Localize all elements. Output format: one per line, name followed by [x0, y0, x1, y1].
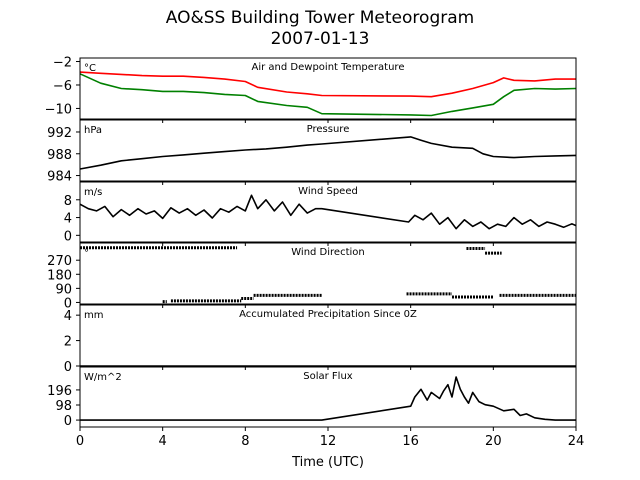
figure-title: AO&SS Building Tower Meteorogram — [165, 8, 475, 28]
y-tick-label: 0 — [64, 296, 72, 311]
y-tick-label: 4 — [64, 309, 72, 324]
series-line-0 — [79, 194, 577, 230]
panel-unit-label: ° — [84, 248, 89, 259]
x-tick-label: 8 — [241, 434, 249, 449]
y-tick-label: −6 — [53, 79, 72, 94]
panel-unit-label: °C — [84, 63, 96, 74]
x-tick-label: 24 — [568, 434, 585, 449]
panel-unit-label: W/m^2 — [84, 372, 122, 383]
y-tick-label: 984 — [47, 170, 72, 185]
x-tick-label: 4 — [159, 434, 167, 449]
y-tick-label: 0 — [64, 414, 72, 429]
panel-title: Pressure — [307, 124, 350, 135]
y-tick-label: 8 — [64, 194, 72, 209]
y-tick-label: 98 — [55, 399, 72, 414]
x-tick-label: 0 — [76, 434, 84, 449]
panel-1: 984 988 992 hPa Pressure — [47, 119, 577, 185]
panel-2: 0 4 8 m/s Wind Speed — [64, 181, 577, 246]
y-tick-label: 270 — [47, 254, 72, 269]
y-tick-label: −10 — [45, 102, 72, 117]
y-tick-label: 992 — [47, 126, 72, 141]
figure-subtitle: 2007-01-13 — [270, 29, 370, 49]
series-line-0 — [80, 376, 576, 421]
panel-unit-label: hPa — [84, 125, 102, 136]
panel-4: 0 2 4 mm Accumulated Precipitation Since 0Z — [64, 304, 577, 375]
panel-0: −2 −6 −10 °C Air and Dewpoint Temperature — [45, 56, 577, 123]
series-line-1 — [79, 73, 577, 117]
panel-title: Air and Dewpoint Temperature — [252, 62, 405, 73]
y-tick-label: 196 — [47, 384, 72, 399]
y-tick-label: 2 — [64, 335, 72, 350]
series-line-0 — [79, 71, 576, 98]
x-tick-label: 16 — [402, 434, 419, 449]
y-tick-label: 988 — [47, 148, 72, 163]
panel-title: Wind Direction — [291, 247, 365, 258]
y-tick-label: 0 — [64, 360, 72, 375]
series-line-0 — [79, 136, 577, 170]
y-tick-label: 0 — [64, 229, 72, 244]
panel-title: Accumulated Precipitation Since 0Z — [239, 309, 417, 320]
y-tick-label: 90 — [55, 282, 72, 297]
panel-unit-label: mm — [84, 310, 103, 321]
x-tick-label: 12 — [320, 434, 337, 449]
x-tick-label: 20 — [485, 434, 502, 449]
panel-title: Solar Flux — [303, 371, 353, 382]
y-tick-label: 4 — [64, 212, 72, 227]
panel-unit-label: m/s — [84, 187, 102, 198]
y-tick-label: 180 — [47, 268, 72, 283]
x-axis-label: Time (UTC) — [291, 455, 364, 470]
y-tick-label: −2 — [53, 56, 72, 71]
panel-title: Wind Speed — [298, 186, 358, 197]
